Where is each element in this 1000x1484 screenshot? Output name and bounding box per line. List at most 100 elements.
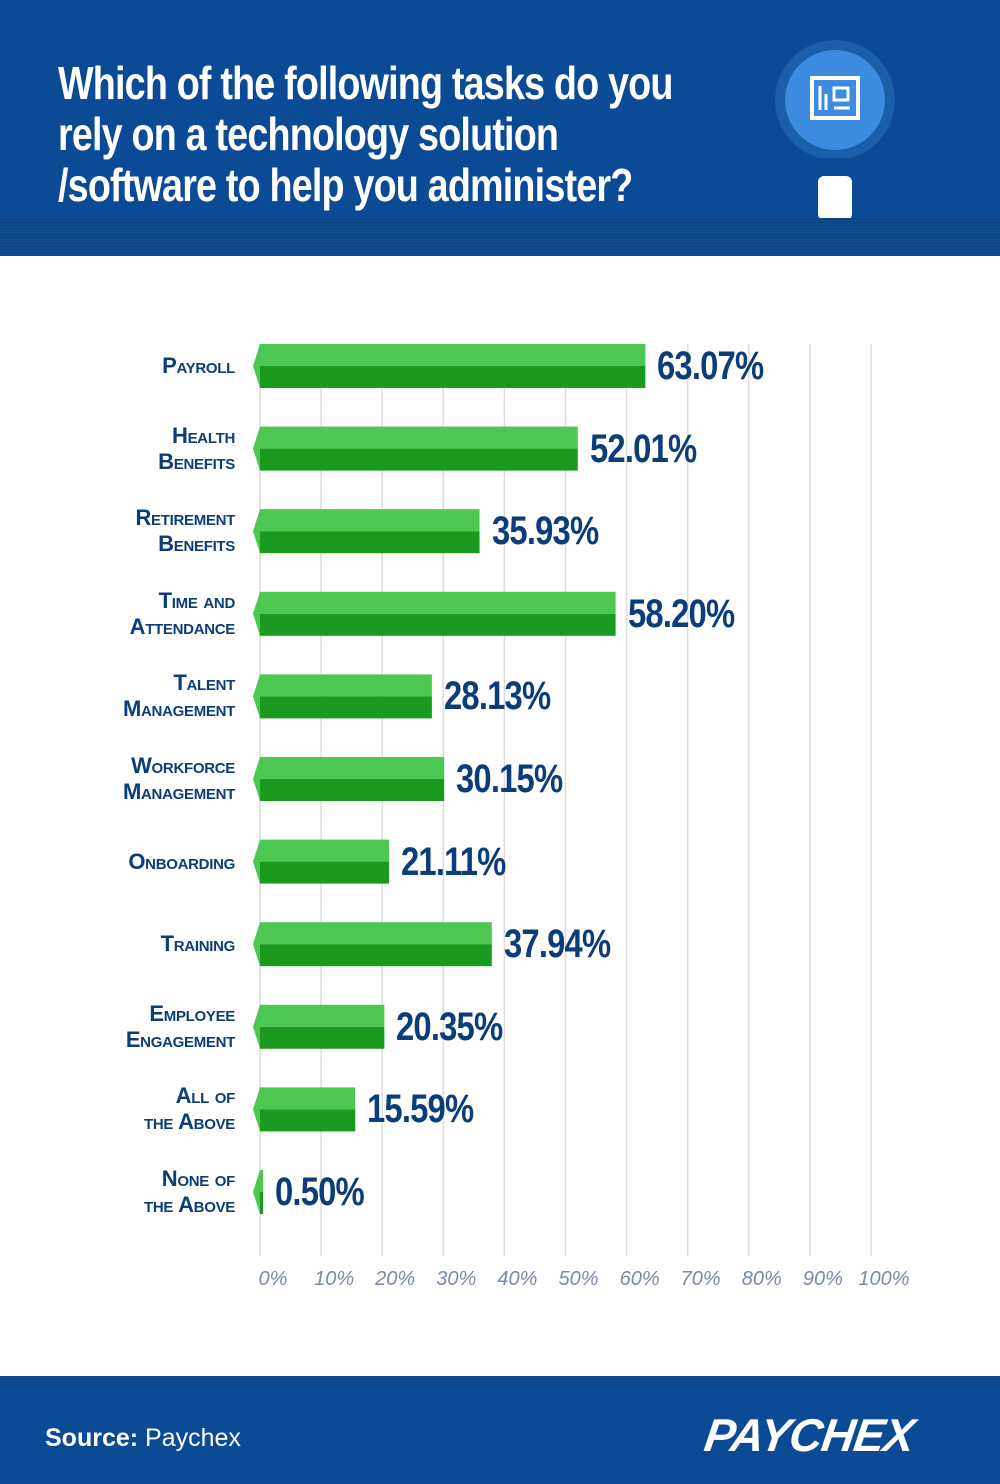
category-label-line: the Above bbox=[144, 1192, 235, 1217]
bar-value-label: 52.01% bbox=[589, 426, 697, 471]
bar-bottom bbox=[260, 861, 389, 884]
bar-top bbox=[260, 757, 445, 779]
header-stripe bbox=[0, 218, 1000, 256]
category-label-line: Health bbox=[172, 422, 235, 448]
bar-pointer bbox=[253, 757, 260, 801]
bar bbox=[253, 839, 389, 884]
bar-value-label: 15.59% bbox=[367, 1087, 474, 1132]
bar bbox=[253, 674, 432, 719]
category-label: Payroll bbox=[162, 353, 235, 379]
category-label-line: Employee bbox=[149, 1000, 235, 1026]
category-label-line: All of bbox=[175, 1083, 236, 1109]
category-label: None of the Above bbox=[144, 1166, 235, 1218]
bar-pointer bbox=[253, 1004, 260, 1049]
category-label-line: None of bbox=[161, 1166, 236, 1191]
bar bbox=[253, 426, 578, 471]
bar-top bbox=[260, 1170, 264, 1192]
bar-bottom bbox=[260, 366, 646, 388]
x-tick-label: 60% bbox=[619, 1268, 660, 1290]
bar-bottom bbox=[260, 1109, 356, 1132]
bar-pointer bbox=[253, 839, 260, 884]
bar-top bbox=[260, 1004, 385, 1027]
category-label: Health Benefits bbox=[158, 423, 235, 475]
category-label-line: Engagement bbox=[125, 1026, 235, 1052]
bar-bottom bbox=[260, 1026, 385, 1049]
bar-bottom bbox=[260, 696, 432, 719]
bar-top bbox=[260, 509, 480, 532]
bar-value-label: 37.94% bbox=[503, 922, 611, 967]
category-label: All of the Above bbox=[144, 1083, 235, 1135]
bar-value-label: 35.93% bbox=[491, 509, 599, 554]
title-line: /software to help you administer? bbox=[58, 159, 633, 211]
bar bbox=[253, 1004, 385, 1049]
bar-top bbox=[260, 1087, 356, 1110]
category-label-line: Training bbox=[160, 931, 236, 957]
category-label-line: Onboarding bbox=[128, 848, 235, 874]
source-label: Source: bbox=[45, 1424, 139, 1452]
category-label: Retirement Benefits bbox=[135, 505, 235, 557]
footer-banner: Source: Paychex PAYCHEX bbox=[0, 1376, 1000, 1484]
category-label: Time and Attendance bbox=[129, 588, 236, 640]
bar bbox=[253, 922, 492, 967]
bar-top bbox=[260, 674, 432, 697]
footer-stripe bbox=[0, 1376, 1000, 1386]
category-label-line: Payroll bbox=[162, 353, 235, 378]
x-tick-label: 50% bbox=[558, 1268, 599, 1290]
bar-top bbox=[260, 591, 616, 614]
bar bbox=[253, 344, 646, 388]
bar-pointer bbox=[253, 509, 260, 554]
bar bbox=[253, 757, 445, 801]
category-label-line: Management bbox=[123, 696, 235, 722]
x-tick-label: 100% bbox=[858, 1268, 910, 1290]
bar-pointer bbox=[253, 922, 260, 967]
x-tick-label: 30% bbox=[436, 1268, 477, 1290]
bar-pointer bbox=[253, 674, 260, 719]
bar-pointer bbox=[253, 344, 260, 388]
bar bbox=[253, 1087, 356, 1132]
bar-value-label: 28.13% bbox=[443, 674, 551, 719]
bar-value-label: 0.50% bbox=[275, 1170, 365, 1214]
x-tick-label: 70% bbox=[680, 1268, 721, 1290]
x-tick-label: 10% bbox=[314, 1268, 355, 1290]
bar bbox=[253, 509, 480, 554]
source-value: Paychex bbox=[145, 1424, 241, 1452]
bar-value-label: 21.11% bbox=[400, 839, 506, 884]
x-tick-label: 0% bbox=[258, 1268, 288, 1290]
bar-bottom bbox=[260, 613, 616, 636]
bar-chart: 0% 10% 20% 30% 40% 50% 60% 70% 80% 90% 100% 63.07% P… bbox=[0, 256, 1000, 1376]
category-label-line: Management bbox=[123, 779, 235, 804]
bar-pointer bbox=[253, 426, 260, 471]
bar-pointer bbox=[253, 591, 260, 636]
x-tick-label: 40% bbox=[497, 1268, 538, 1290]
chart-title: Which of the following tasks do you rely… bbox=[58, 57, 673, 211]
category-label-line: the Above bbox=[144, 1109, 235, 1135]
bar-value-label: 58.20% bbox=[627, 591, 735, 636]
category-label-line: Workforce bbox=[131, 753, 235, 778]
magnifier-with-circuit-board-icon bbox=[775, 40, 895, 220]
bar-top bbox=[260, 839, 389, 862]
paychex-logo: PAYCHEX bbox=[701, 1409, 918, 1461]
header-banner: Which of the following tasks do you rely… bbox=[0, 0, 1000, 256]
category-label: Talent Management bbox=[123, 670, 235, 722]
title-line: Which of the following tasks do you bbox=[58, 57, 673, 109]
category-label: Workforce Management bbox=[123, 753, 235, 805]
category-label-line: Benefits bbox=[158, 448, 235, 474]
category-label: Onboarding bbox=[128, 849, 235, 875]
bar-bottom bbox=[260, 1192, 264, 1214]
x-tick-label: 20% bbox=[375, 1268, 416, 1290]
bar-top bbox=[260, 344, 646, 366]
bar-value-label: 63.07% bbox=[657, 344, 764, 388]
bar-bottom bbox=[260, 944, 492, 967]
bar-bottom bbox=[260, 531, 480, 554]
bar-top bbox=[260, 922, 492, 945]
bar-top bbox=[260, 426, 578, 449]
source-note: Source: Paychex bbox=[45, 1424, 241, 1453]
title-line: rely on a technology solution bbox=[58, 108, 559, 160]
category-label-line: Talent bbox=[173, 670, 235, 696]
category-label: Training bbox=[160, 931, 236, 957]
bar-value-label: 20.35% bbox=[396, 1004, 503, 1049]
bar-bottom bbox=[260, 448, 578, 471]
bar-value-label: 30.15% bbox=[456, 757, 563, 801]
bar-pointer bbox=[253, 1087, 260, 1132]
category-label-line: Attendance bbox=[129, 613, 236, 639]
